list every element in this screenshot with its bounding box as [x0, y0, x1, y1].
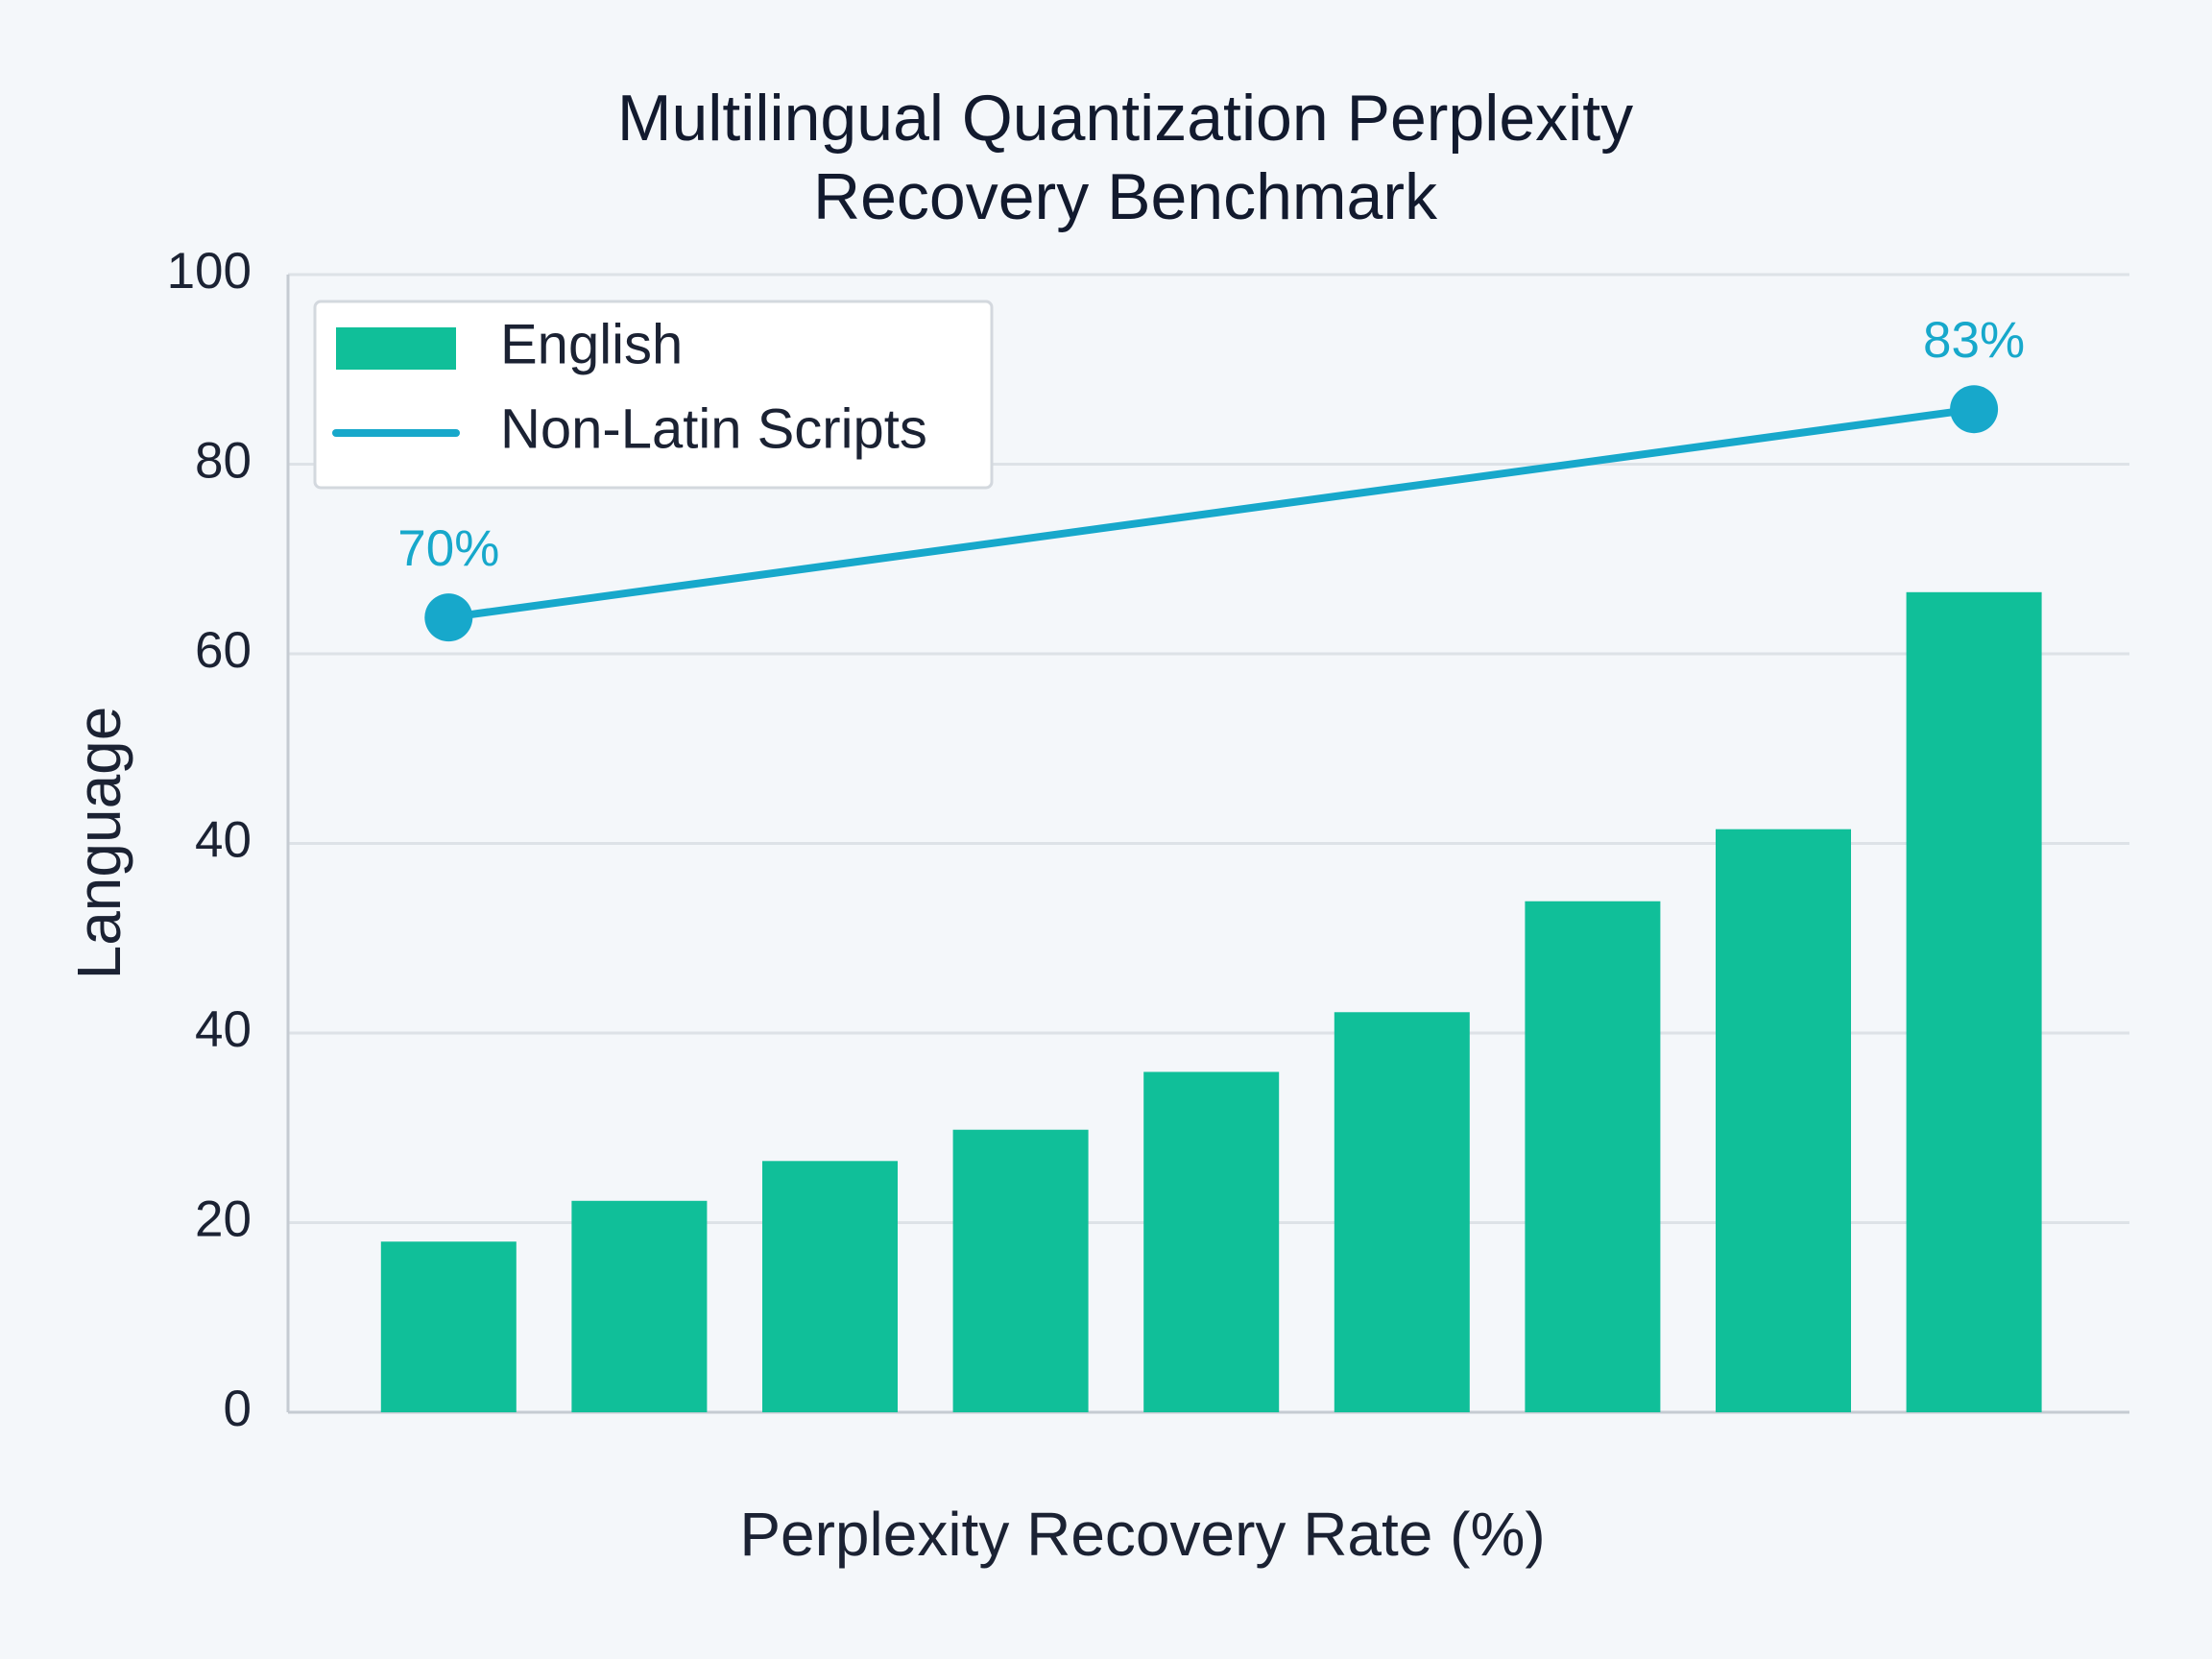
y-tick-label: 80: [195, 433, 252, 490]
legend-label: English: [500, 313, 683, 375]
legend-label: Non-Latin Scripts: [500, 397, 927, 460]
data-label: 70%: [397, 520, 499, 577]
legend-box: [313, 300, 994, 490]
x-axis-label: Perplexity Recovery Rate (%): [739, 1500, 1545, 1569]
bar: [1334, 1012, 1470, 1412]
line: [447, 405, 1975, 622]
y-tick-label: 0: [224, 1381, 252, 1437]
bar: [1716, 829, 1851, 1412]
y-tick-label: 40: [195, 1001, 252, 1058]
line-marker: [424, 593, 473, 642]
bar: [1906, 591, 2042, 1412]
y-tick-label: 60: [195, 622, 252, 679]
bar: [762, 1161, 898, 1412]
bar: [1525, 901, 1661, 1412]
bar: [571, 1200, 708, 1412]
bar: [380, 1241, 517, 1412]
y-tick-label: 40: [195, 812, 252, 869]
bar: [952, 1129, 1089, 1412]
legend-swatch: [336, 327, 456, 370]
chart-title: Multilingual Quantization Perplexity Rec…: [616, 82, 1634, 233]
line-marker: [1950, 385, 1999, 434]
y-axis-label: Language: [64, 707, 133, 980]
bar: [1143, 1071, 1280, 1412]
y-tick-label: 100: [167, 243, 252, 300]
y-tick-label: 20: [195, 1191, 252, 1248]
data-label: 83%: [1923, 312, 2025, 369]
